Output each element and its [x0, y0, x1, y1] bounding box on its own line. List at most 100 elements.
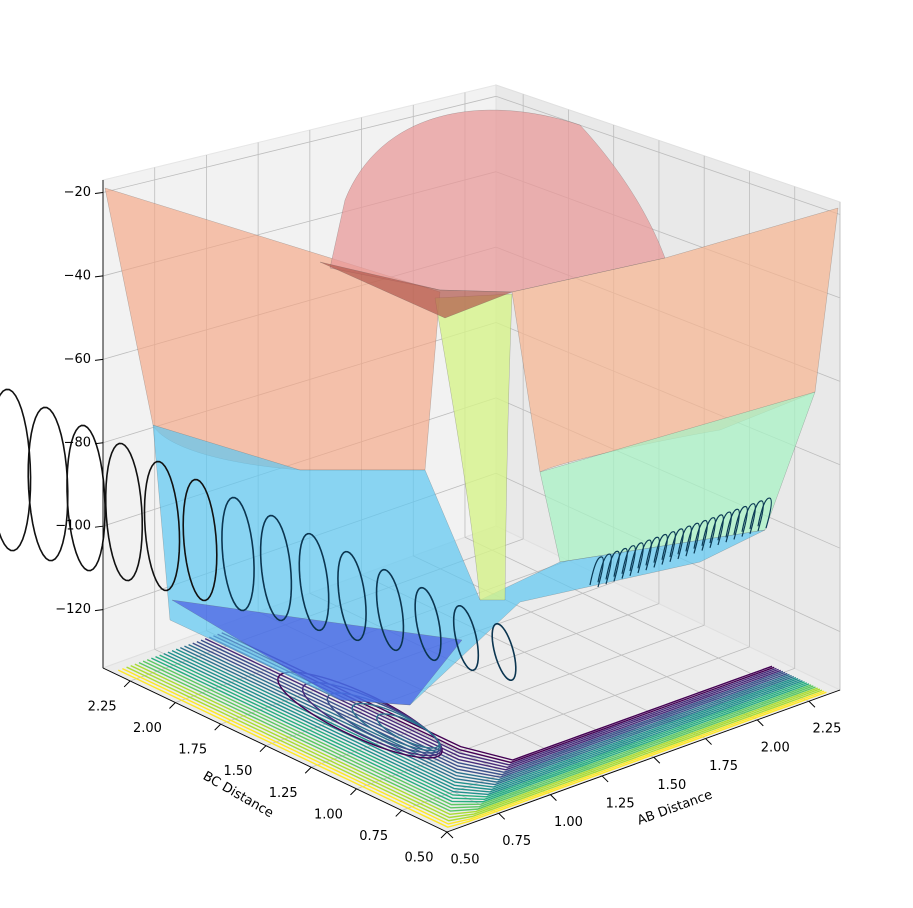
contour-line — [151, 657, 810, 803]
y-tick — [259, 745, 267, 753]
contour-line — [134, 663, 818, 816]
x-tick-label: 1.75 — [709, 759, 738, 774]
contour-line — [142, 660, 814, 809]
trajectory-wave — [637, 539, 652, 571]
trajectory-wave — [645, 536, 660, 568]
grid-line — [311, 624, 705, 768]
x-tick-label: 0.50 — [451, 853, 480, 868]
floor-contours — [117, 632, 827, 828]
z-tick — [94, 358, 104, 361]
contour-line — [204, 638, 782, 771]
trajectory-loop — [259, 514, 293, 622]
trajectory-wave — [653, 533, 668, 565]
contour-loop — [376, 713, 440, 749]
y-axis-line — [102, 667, 448, 833]
x-tick-label: 0.75 — [502, 834, 531, 849]
z-tick-label: −20 — [64, 185, 91, 200]
contour-line — [155, 655, 808, 801]
x-tick — [653, 756, 661, 764]
z-tick — [94, 192, 104, 195]
x-tick-label: 1.25 — [606, 796, 635, 811]
grid-line — [495, 95, 841, 215]
y-tick — [123, 680, 131, 688]
trajectory-wave — [597, 553, 612, 585]
y-tick — [395, 810, 403, 817]
trajectory-wave — [661, 531, 676, 562]
y-tick-label: 1.00 — [314, 807, 343, 822]
contour-line — [146, 658, 812, 806]
y-tick — [304, 766, 312, 774]
y-tick-label: 0.75 — [359, 829, 388, 844]
z-tick — [94, 275, 104, 278]
trajectory-loop — [298, 532, 330, 632]
contour-line — [171, 650, 799, 791]
trajectory-loop — [221, 496, 255, 612]
trajectory-wave — [677, 525, 692, 557]
contour-line — [163, 652, 803, 796]
y-tick-label: 2.00 — [133, 721, 162, 736]
grid-line — [356, 646, 750, 790]
y-tick-label: 0.50 — [405, 851, 434, 866]
contour-line — [138, 661, 816, 812]
z-tick-label: −100 — [55, 519, 91, 534]
y-tick-label: 2.25 — [88, 699, 117, 714]
z-tick — [94, 609, 104, 612]
trajectory-loop — [337, 550, 367, 642]
x-tick — [446, 831, 454, 839]
x-tick-label: 1.00 — [554, 815, 583, 830]
trajectory-wave — [613, 547, 628, 579]
x-tick — [498, 812, 506, 820]
trajectory-wave — [757, 497, 772, 529]
trajectory-wave — [733, 505, 748, 537]
trajectory-loop — [452, 604, 480, 672]
contour-line — [159, 654, 805, 798]
surface-deep — [171, 599, 463, 706]
contour-line — [117, 669, 827, 828]
contour-line — [188, 644, 790, 781]
contour-line — [180, 647, 795, 786]
trajectory-loop — [27, 406, 69, 562]
y-tick-label: 1.50 — [223, 764, 252, 779]
x-tick — [550, 794, 557, 801]
trajectory-loop — [375, 568, 405, 652]
y-tick — [440, 831, 448, 839]
contour-line — [130, 664, 821, 819]
z-tick-label: −40 — [64, 268, 91, 283]
x-tick — [601, 775, 609, 783]
contour-line — [200, 639, 784, 774]
y-tick-label: 1.75 — [178, 743, 207, 758]
trajectory-loop — [491, 622, 517, 682]
trajectory-loop — [182, 478, 218, 602]
contour-loop — [326, 692, 442, 754]
y-tick — [169, 702, 176, 709]
y-tick-label: 1.25 — [269, 786, 298, 801]
x-tick — [705, 738, 712, 745]
grid-line — [265, 603, 660, 747]
x-tick-label: 1.50 — [657, 778, 686, 793]
trajectory-loop — [104, 442, 144, 582]
contour-line — [167, 651, 801, 793]
contour-line — [192, 642, 788, 778]
x-tick — [808, 700, 816, 708]
z-tick — [94, 525, 104, 528]
contour-loop — [351, 702, 441, 752]
trajectory-wave — [685, 522, 700, 554]
trajectory-wave — [741, 503, 756, 534]
z-tick — [94, 442, 104, 445]
trajectory-wave — [693, 519, 708, 551]
x-axis-label: AB Distance — [635, 787, 714, 828]
y-tick — [350, 788, 357, 796]
trajectory-wave — [629, 542, 644, 574]
contour-line — [122, 667, 825, 825]
contour-line — [184, 645, 792, 783]
trajectory-wave — [725, 508, 740, 540]
trajectory-loop — [0, 388, 32, 552]
x-tick — [756, 719, 764, 727]
z-tick-label: −60 — [64, 352, 91, 367]
z-tick-label: −80 — [64, 435, 91, 450]
trajectory-wave — [605, 550, 620, 582]
contour-line — [126, 666, 823, 822]
grid-line — [102, 95, 497, 193]
trajectory-wave — [669, 528, 684, 560]
